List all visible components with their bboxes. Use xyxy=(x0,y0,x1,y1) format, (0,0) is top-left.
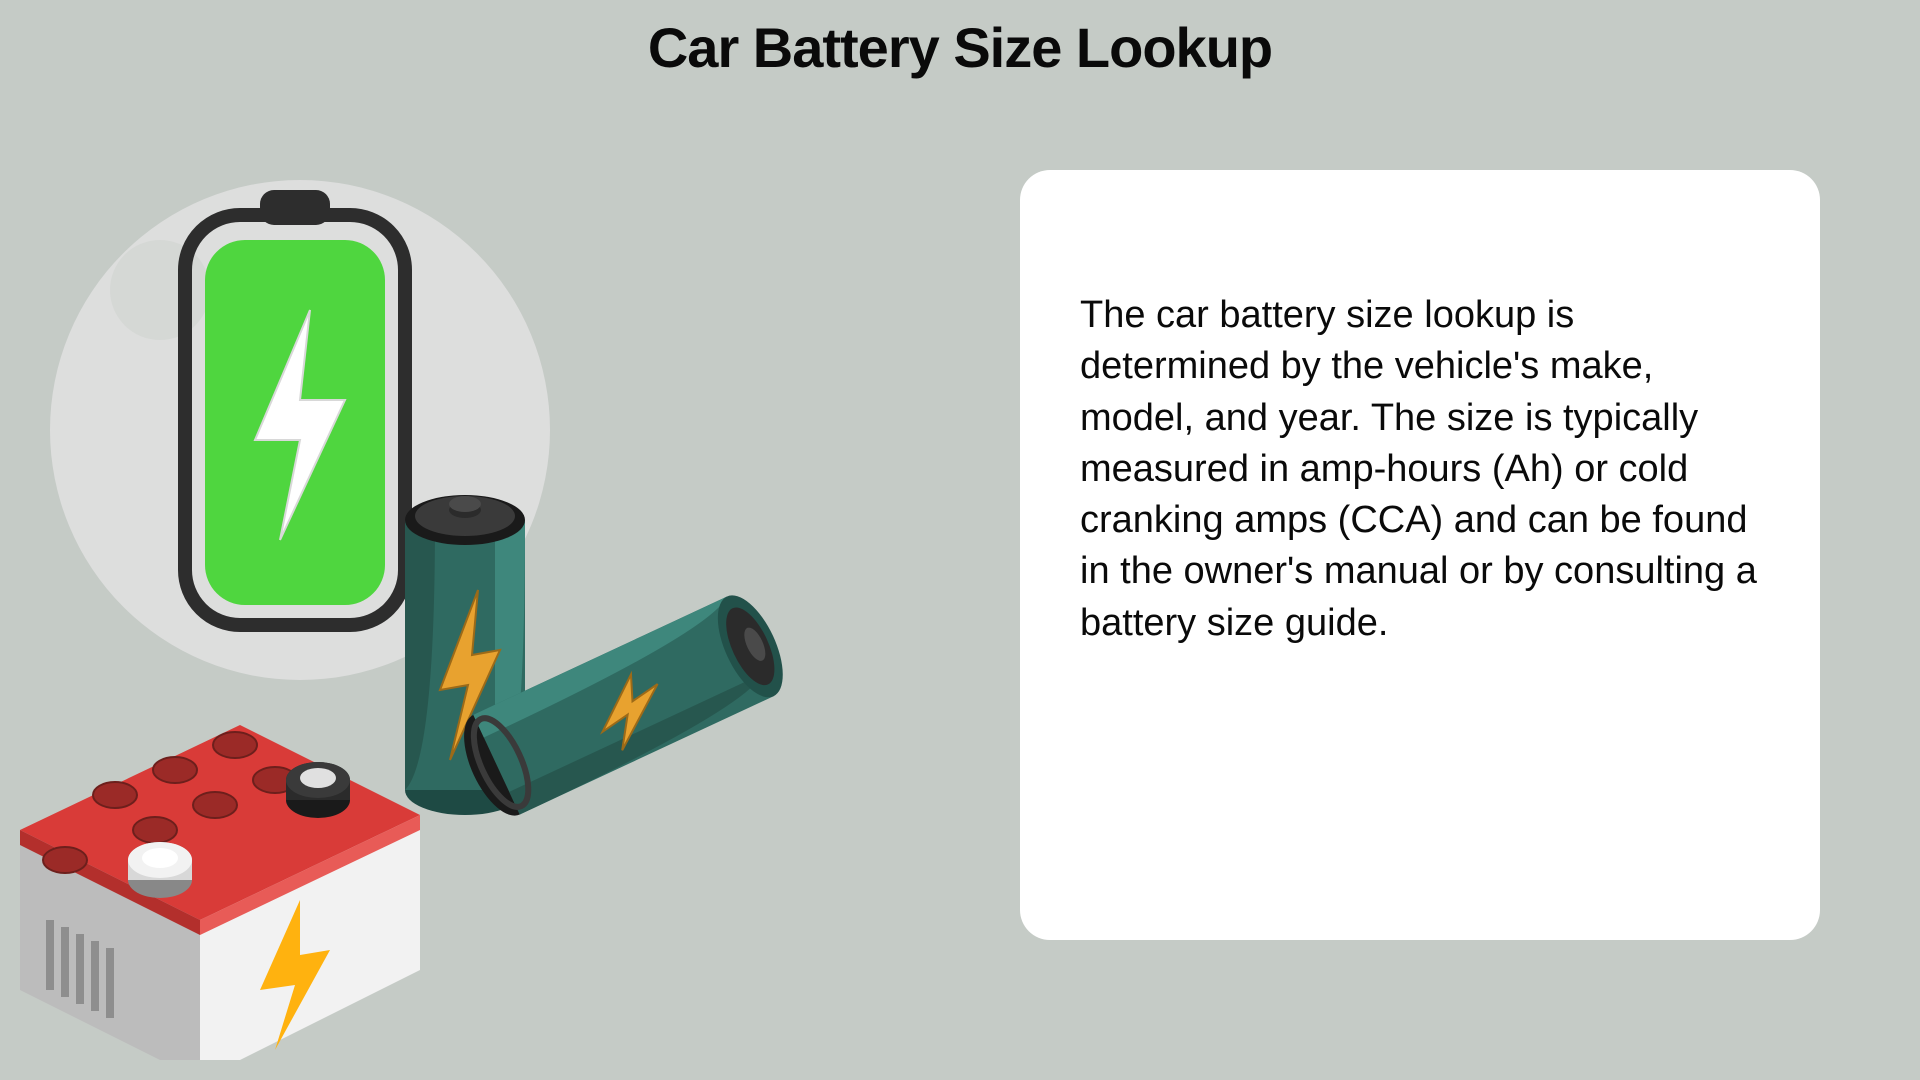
page-title: Car Battery Size Lookup xyxy=(0,15,1920,80)
info-card: The car battery size lookup is determine… xyxy=(1020,170,1820,940)
car-battery-icon xyxy=(20,725,420,1060)
info-card-text: The car battery size lookup is determine… xyxy=(1080,290,1760,649)
battery-illustration xyxy=(10,180,790,1060)
phone-battery-icon xyxy=(185,190,405,625)
